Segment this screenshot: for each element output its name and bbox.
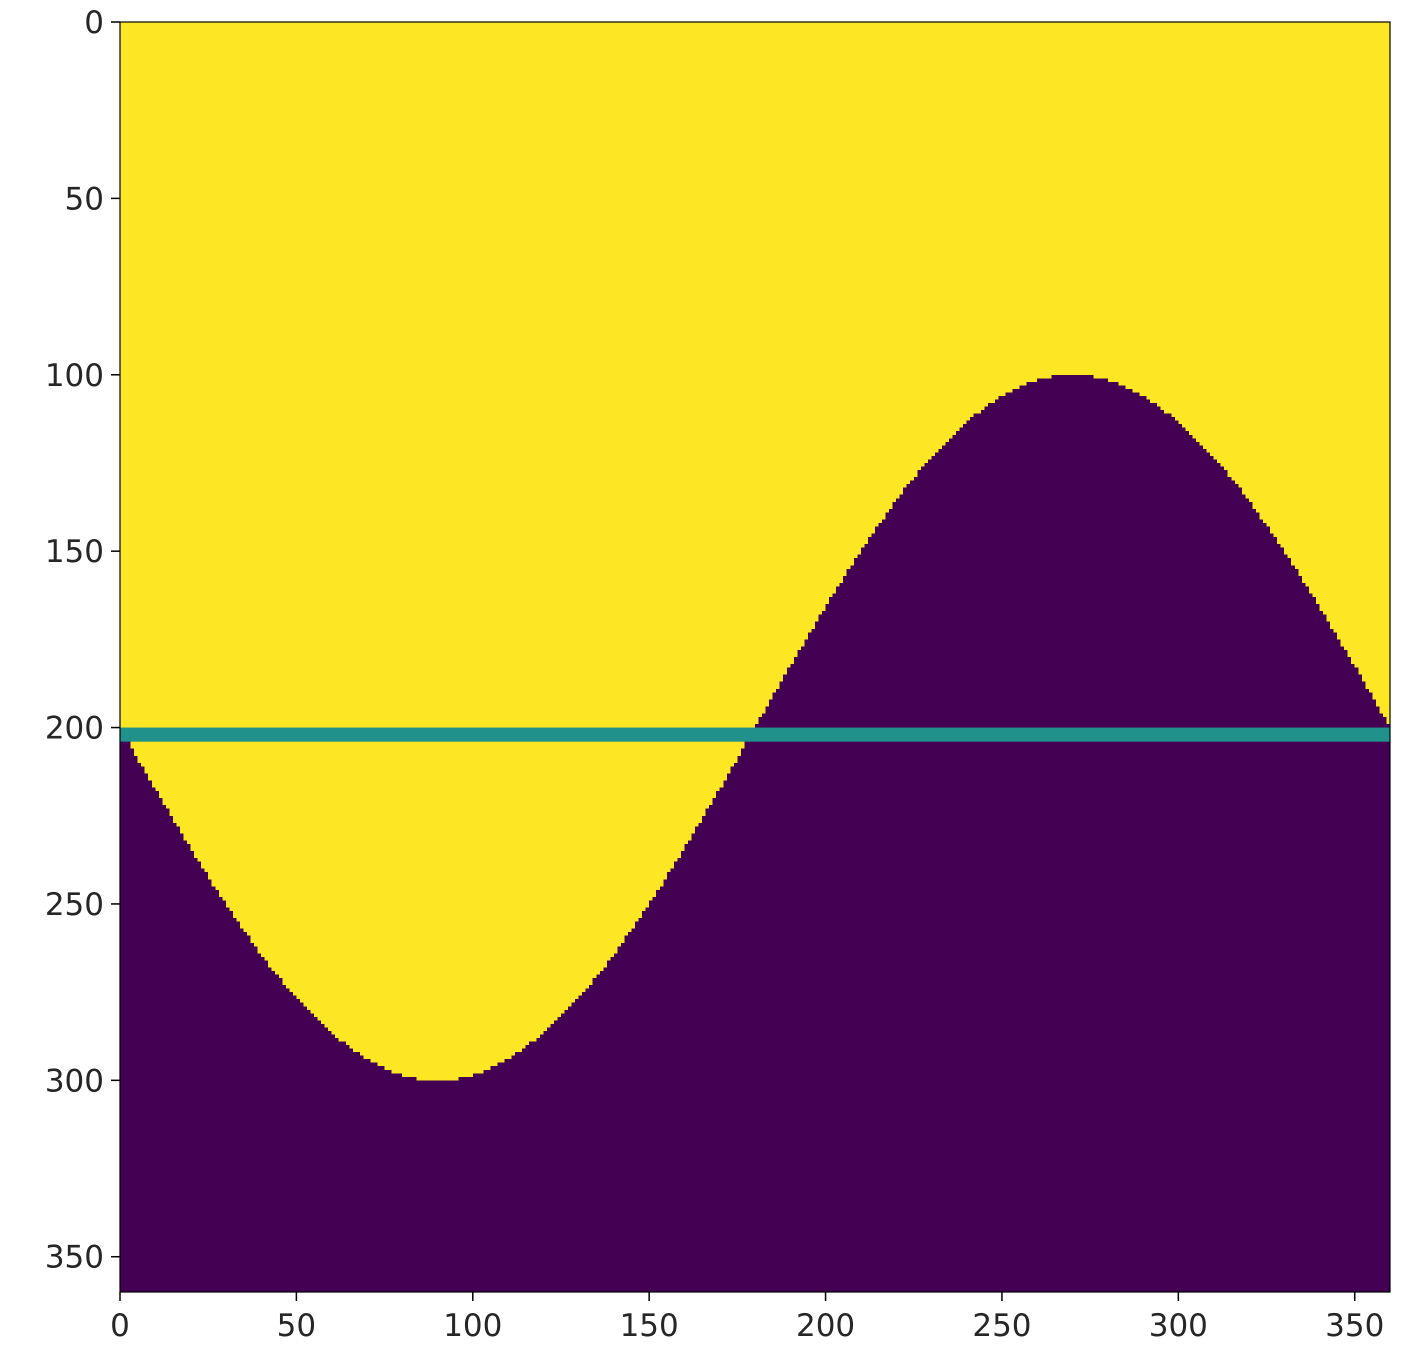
y-tick-label: 100 xyxy=(45,358,104,394)
x-tick-label: 200 xyxy=(796,1308,855,1344)
y-axis: 0 50 100 150 200 250 300 350 xyxy=(45,5,120,1276)
y-tick-label: 250 xyxy=(45,887,104,923)
y-tick-label: 0 xyxy=(84,5,104,41)
y-tick-label: 300 xyxy=(45,1063,104,1099)
x-tick-label: 50 xyxy=(277,1308,316,1344)
x-tick-label: 350 xyxy=(1325,1308,1384,1344)
y-tick-label: 350 xyxy=(45,1240,104,1276)
y-tick-label: 150 xyxy=(45,534,104,570)
heatmap-image xyxy=(120,22,1390,1292)
x-tick-label: 300 xyxy=(1149,1308,1208,1344)
x-axis: 0 50 100 150 200 250 300 350 xyxy=(110,1292,1384,1344)
x-tick-label: 150 xyxy=(620,1308,679,1344)
y-tick-label: 50 xyxy=(65,181,104,217)
x-tick-label: 100 xyxy=(443,1308,502,1344)
baseline-band xyxy=(120,728,1390,742)
x-tick-label: 250 xyxy=(972,1308,1031,1344)
x-tick-label: 0 xyxy=(110,1308,130,1344)
y-tick-label: 200 xyxy=(45,711,104,747)
